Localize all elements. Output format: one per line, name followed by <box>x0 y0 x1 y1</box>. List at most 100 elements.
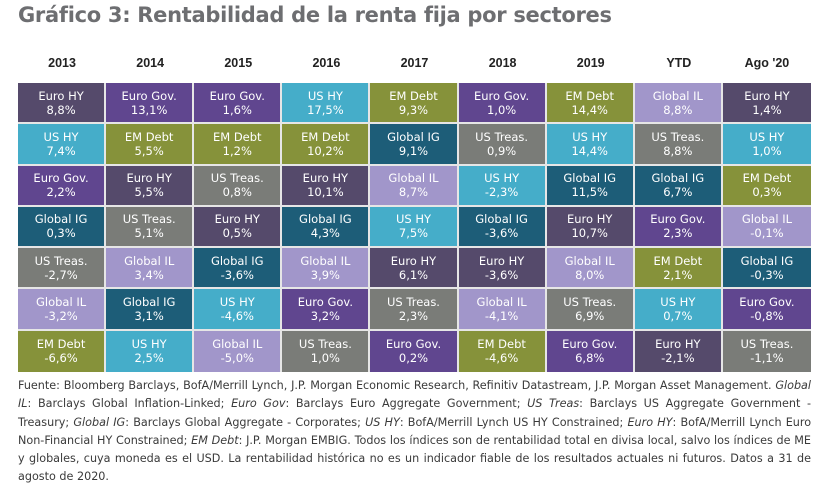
ranking-cell: Euro HY -3,6% <box>458 248 547 290</box>
cell-return-value: 6,9% <box>575 309 605 324</box>
cell-return-value: 8,7% <box>398 185 429 200</box>
cell-sector-label: US HY <box>43 129 79 144</box>
cell-return-value: 1,0% <box>486 102 517 117</box>
ranking-cell: EM Debt 0,3% <box>722 165 811 207</box>
cell-return-value: -4,6% <box>484 351 519 366</box>
cell-return-value: 8,8% <box>663 143 693 158</box>
ranking-cell: Global IG 6,7% <box>634 165 723 207</box>
ranking-cell: US Treas. 6,9% <box>546 289 635 331</box>
column-header: 2013 <box>48 56 76 70</box>
ranking-cell: Euro HY 8,8% <box>18 83 107 125</box>
cell-return-value: 8,8% <box>663 102 693 117</box>
cell-return-value: -3,2% <box>44 309 78 324</box>
ranking-cell: EM Debt 10,2% <box>282 124 371 166</box>
ranking-cell: US Treas. 2,3% <box>370 289 459 331</box>
cell-sector-label: US Treas. <box>563 295 617 310</box>
ranking-cell: Global IG 11,5% <box>546 165 635 207</box>
cell-return-value: -2,1% <box>661 351 695 366</box>
cell-sector-label: Global IL <box>124 253 175 268</box>
ranking-cell: Global IL -0,1% <box>722 206 811 249</box>
ranking-cell: Global IG -3,6% <box>194 248 283 290</box>
cell-sector-label: US HY <box>219 295 255 310</box>
cell-sector-label: US Treas. <box>122 212 176 227</box>
cell-sector-label: Euro HY <box>126 171 172 186</box>
cell-sector-label: Euro HY <box>567 212 613 227</box>
cell-sector-label: EM Debt <box>653 253 703 268</box>
cell-return-value: 1,4% <box>752 102 782 117</box>
cell-sector-label: EM Debt <box>389 88 438 103</box>
cell-sector-label: Euro Gov. <box>33 171 89 186</box>
cell-sector-label: Euro Gov. <box>473 88 530 103</box>
ranking-cell: Global IG -0,3% <box>722 248 811 290</box>
ranking-cell: Euro Gov. 13,1% <box>106 83 195 125</box>
cell-return-value: -4,1% <box>484 309 519 324</box>
cell-return-value: 5,1% <box>134 226 164 241</box>
cell-return-value: 14,4% <box>571 102 608 117</box>
definition-term: US Treas <box>527 397 580 411</box>
cell-return-value: -0,8% <box>750 309 784 324</box>
cell-return-value: -3,6% <box>220 267 254 282</box>
cell-return-value: 3,1% <box>134 309 164 324</box>
ranking-cell: Global IG 3,1% <box>106 289 195 331</box>
cell-sector-label: Euro Gov. <box>650 212 706 227</box>
chart-title: Gráfico 3: Rentabilidad de la renta fija… <box>18 3 612 27</box>
ranking-cell: US Treas. -2,7% <box>18 248 107 290</box>
cell-return-value: 2,5% <box>134 351 164 366</box>
cell-sector-label: Euro HY <box>655 337 701 352</box>
column-header: YTD <box>666 56 692 70</box>
cell-return-value: 10,7% <box>571 226 608 241</box>
cell-return-value: 9,3% <box>398 102 429 117</box>
cell-return-value: 13,1% <box>130 102 168 117</box>
ranking-cell: US HY 7,4% <box>18 124 107 166</box>
ranking-cell: Euro HY 10,1% <box>282 165 371 207</box>
ranking-cell: Euro HY -2,1% <box>634 330 723 372</box>
ranking-cell: Euro HY 0,5% <box>194 206 283 249</box>
cell-return-value: 5,5% <box>134 143 164 158</box>
ranking-cell: Global IL 3,4% <box>106 248 195 290</box>
cell-sector-label: Euro HY <box>744 88 790 103</box>
cell-return-value: -0,3% <box>750 267 784 282</box>
ranking-cell: US HY 0,7% <box>634 289 723 331</box>
cell-return-value: 14,4% <box>571 143 608 158</box>
cell-sector-label: US Treas. <box>210 171 264 186</box>
column-header: Ago '20 <box>744 56 790 70</box>
ranking-cell: EM Debt 14,4% <box>546 83 635 125</box>
column-header: 2018 <box>488 56 517 70</box>
cell-sector-label: US Treas. <box>475 129 529 144</box>
ranking-cell: EM Debt 5,5% <box>106 124 195 166</box>
cell-return-value: 8,8% <box>46 102 76 117</box>
cell-return-value: 0,9% <box>486 143 517 158</box>
ranking-cell: EM Debt 9,3% <box>370 83 459 125</box>
cell-sector-label: Global IG <box>122 295 176 310</box>
ranking-cell: Euro Gov. 2,3% <box>634 206 723 249</box>
cell-return-value: 3,2% <box>310 309 340 324</box>
column-headers: 2013 2014 2015 2016 2017 2018 2019 YTD Ago '20 <box>18 56 811 76</box>
ranking-cell: US HY 2,5% <box>106 330 195 372</box>
cell-return-value: 8,0% <box>575 267 605 282</box>
definition-term: US HY <box>365 415 400 429</box>
column-header: 2019 <box>576 56 605 70</box>
cell-return-value: 10,1% <box>307 185 344 200</box>
cell-return-value: 1,0% <box>752 143 782 158</box>
cell-return-value: 6,1% <box>398 267 429 282</box>
cell-sector-label: Global IL <box>741 212 792 227</box>
definition-term: EM Debt <box>191 433 239 447</box>
ranking-cell: US Treas. 0,8% <box>194 165 283 207</box>
ranking-cell: Global IG 9,1% <box>370 124 459 166</box>
cell-sector-label: EM Debt <box>36 337 86 352</box>
cell-sector-label: Global IG <box>210 253 264 268</box>
cell-sector-label: Global IG <box>740 253 794 268</box>
cell-sector-label: US Treas. <box>387 295 440 310</box>
cell-sector-label: Euro Gov. <box>209 88 265 103</box>
cell-sector-label: Euro HY <box>390 253 437 268</box>
cell-sector-label: Global IL <box>212 337 263 352</box>
cell-sector-label: Euro Gov. <box>121 88 177 103</box>
definition-term: Euro HY <box>627 415 673 429</box>
cell-sector-label: EM Debt <box>565 88 614 103</box>
ranking-cell: US Treas. 1,0% <box>282 330 371 372</box>
cell-return-value: -2,3% <box>484 185 519 200</box>
cell-sector-label: Euro HY <box>214 212 260 227</box>
cell-sector-label: Global IL <box>35 295 87 310</box>
cell-return-value: -3,6% <box>484 226 519 241</box>
ranking-cell: Euro HY 6,1% <box>370 248 459 290</box>
